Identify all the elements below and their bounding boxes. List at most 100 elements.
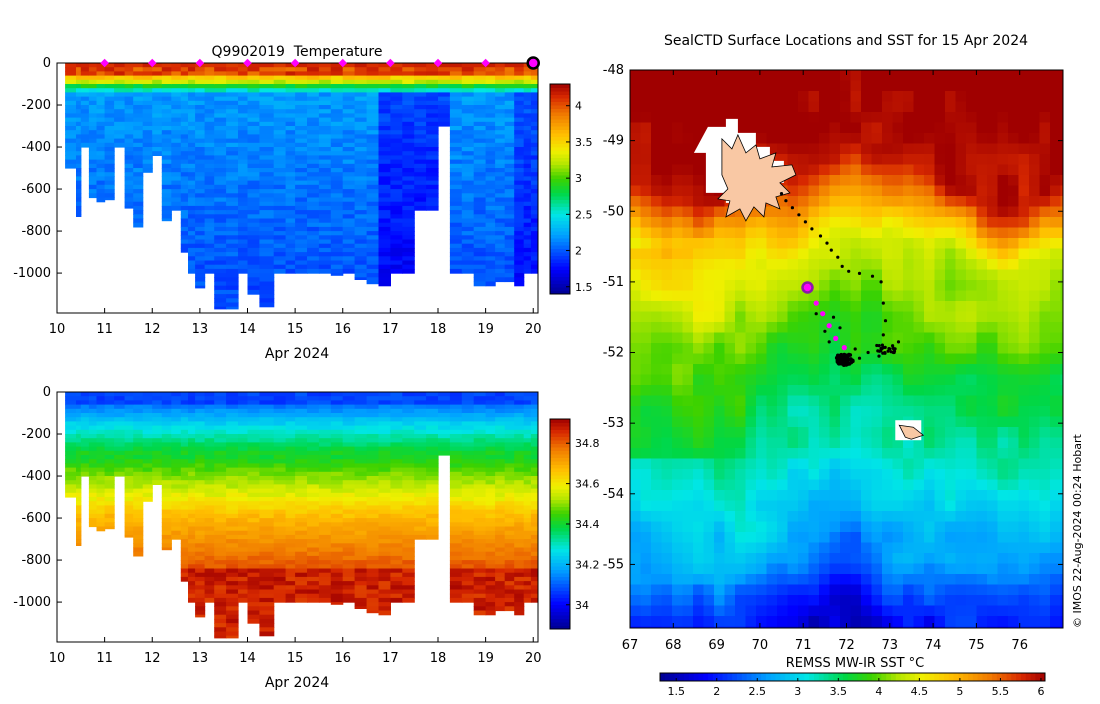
section-cell [486, 585, 496, 590]
section-cell [295, 531, 308, 536]
section-cell [259, 231, 274, 236]
section-cell [274, 522, 287, 527]
section-cell [274, 442, 287, 447]
section-cell [226, 248, 239, 253]
section-cell [152, 421, 162, 426]
section-cell [226, 400, 239, 405]
section-cell [133, 84, 143, 89]
section-cell [259, 556, 274, 561]
section-cell [226, 92, 239, 97]
section-cell [89, 514, 97, 519]
section-cell [105, 518, 115, 523]
section-cell [474, 76, 487, 81]
section-cell [214, 256, 227, 261]
x-tick-label: 19 [477, 651, 494, 666]
section-cell [367, 126, 380, 131]
sst-cell [693, 112, 704, 123]
section-cell [274, 155, 287, 160]
section-cell [505, 484, 515, 489]
section-cell [226, 619, 239, 624]
section-cell [286, 598, 296, 603]
section-cell [162, 155, 172, 160]
section-cell [343, 248, 356, 253]
sst-cell [1040, 228, 1051, 239]
section-cell [259, 569, 274, 574]
section-cell [76, 426, 81, 431]
section-cell [248, 105, 261, 110]
section-cell [226, 109, 239, 114]
section-cell [125, 472, 134, 477]
section-cell [259, 282, 274, 287]
section-cell [414, 151, 427, 156]
section-cell [195, 240, 205, 245]
section-cell [343, 210, 356, 215]
section-cell [105, 447, 115, 452]
section-cell [462, 518, 475, 523]
section-cell [426, 101, 439, 106]
section-cell [248, 252, 261, 257]
section-cell [105, 76, 115, 81]
section-cell [259, 210, 274, 215]
section-cell [143, 160, 153, 165]
section-cell [205, 510, 215, 515]
section-cell [105, 434, 115, 439]
section-cell [486, 527, 496, 532]
section-cell [143, 413, 153, 418]
section-cell [238, 455, 248, 460]
sst-cell [651, 207, 662, 218]
section-cell [486, 185, 496, 190]
section-cell [514, 405, 524, 410]
section-cell [81, 71, 90, 76]
section-cell [474, 447, 487, 452]
section-cell [514, 269, 524, 274]
sst-cell [641, 123, 652, 134]
section-cell [414, 84, 427, 89]
section-cell [514, 484, 524, 489]
section-cell [105, 400, 115, 405]
section-cell [226, 548, 239, 553]
section-cell [367, 210, 380, 215]
section-cell [97, 181, 106, 186]
section-cell [402, 505, 415, 510]
section-cell [367, 505, 380, 510]
section-cell [531, 151, 539, 156]
sst-cell [882, 217, 893, 228]
section-cell [97, 480, 106, 485]
section-cell [474, 71, 487, 76]
section-cell [319, 400, 332, 405]
section-cell [114, 122, 125, 127]
section-cell [319, 189, 332, 194]
section-cell [76, 434, 81, 439]
section-cell [238, 564, 248, 569]
section-cell [171, 130, 181, 135]
section-cell [97, 67, 106, 72]
section-cell [379, 252, 392, 257]
section-cell [274, 269, 287, 274]
sst-cell [1019, 207, 1030, 218]
section-cell [531, 510, 539, 515]
section-cell [524, 147, 532, 152]
sst-cell [746, 102, 757, 113]
section-cell [143, 76, 153, 81]
section-cell [426, 527, 439, 532]
section-cell [195, 522, 205, 527]
section-cell [295, 122, 308, 127]
section-cell [355, 434, 368, 439]
section-cell [214, 294, 227, 299]
section-cell [307, 219, 320, 224]
section-cell [505, 240, 515, 245]
section-cell [462, 227, 475, 232]
section-cell [133, 409, 143, 414]
section-cell [495, 84, 505, 89]
section-cell [319, 84, 332, 89]
section-cell [105, 409, 115, 414]
section-cell [89, 88, 97, 93]
section-cell [188, 269, 196, 274]
sst-cell [840, 133, 851, 144]
section-cell [133, 539, 143, 544]
section-cell [133, 88, 143, 93]
sst-cell [851, 186, 862, 197]
section-cell [307, 501, 320, 506]
sst-cell [872, 165, 883, 176]
section-cell [205, 198, 215, 203]
